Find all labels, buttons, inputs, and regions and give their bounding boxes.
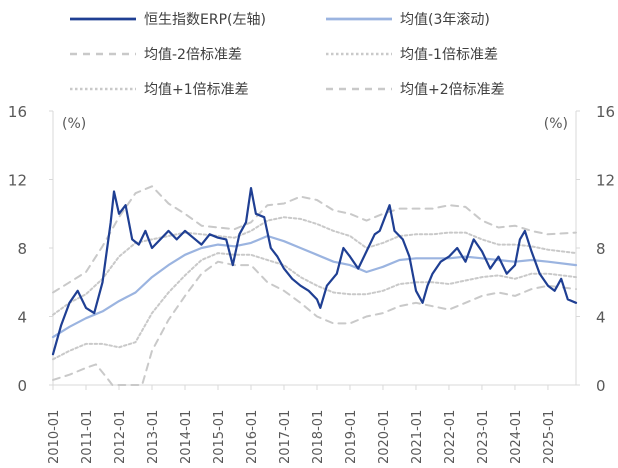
series-line-5: [52, 185, 577, 294]
x-tick-label: 2024-01: [509, 410, 524, 464]
legend: 恒生指数ERP(左轴) 均值(3年滚动) 均值-2倍标准差 均值-1倍标准差均值+1倍…: [70, 11, 505, 98]
x-tick-label: 2021-01: [410, 410, 425, 464]
x-tick-label: 2017-01: [278, 410, 293, 464]
left-tick-label: 16: [8, 103, 27, 121]
std-bands: [52, 185, 577, 386]
left-axis-unit: (%): [62, 116, 86, 132]
x-tick-label: 2016-01: [245, 410, 260, 464]
legend-label: 均值+2倍标准差: [400, 82, 505, 98]
legend-label: 均值(3年滚动): [400, 11, 490, 28]
series-line-4: [52, 216, 577, 316]
legend-label: 恒生指数ERP(左轴): [144, 12, 266, 28]
x-tick-label: 2025-01: [542, 410, 557, 464]
right-tick-label: 16: [596, 103, 615, 121]
x-tick-label: 2014-01: [179, 410, 194, 464]
x-tick-label: 2013-01: [146, 410, 161, 464]
main-lines: [51, 187, 578, 356]
right-tick-label: 0: [596, 377, 606, 395]
legend-label: 均值+1倍标准差: [144, 82, 249, 98]
x-tick-label: 2023-01: [476, 410, 491, 464]
right-tick-label: 12: [596, 172, 615, 190]
x-tick-label: 2020-01: [377, 410, 392, 464]
axes: 0 4 8 12 16 0 4 8 12 16 (%) (%) 2010-01 2011-01 2012-0…: [8, 103, 615, 464]
legend-label: 均值-2倍标准差: [144, 47, 242, 63]
series-line-3: [52, 252, 577, 361]
x-tick-label: 2011-01: [80, 410, 95, 464]
left-tick-label: 0: [17, 377, 27, 395]
right-tick-label: 4: [596, 309, 606, 327]
series-line-2: [52, 260, 577, 386]
x-tick-label: 2019-01: [344, 410, 359, 464]
left-tick-label: 12: [8, 172, 27, 190]
left-tick-label: 4: [17, 309, 27, 327]
right-tick-label: 8: [596, 240, 606, 258]
left-tick-label: 8: [17, 240, 27, 258]
legend-label: 均值-1倍标准差: [400, 47, 498, 63]
right-axis-unit: (%): [544, 116, 568, 132]
x-tick-label: 2022-01: [443, 410, 458, 464]
x-tick-label: 2010-01: [47, 410, 62, 464]
series-line-0: [51, 187, 578, 356]
x-tick-label: 2015-01: [212, 410, 227, 464]
x-tick-label: 2012-01: [113, 410, 128, 464]
series-line-1: [51, 234, 578, 339]
x-tick-label: 2018-01: [311, 410, 326, 464]
